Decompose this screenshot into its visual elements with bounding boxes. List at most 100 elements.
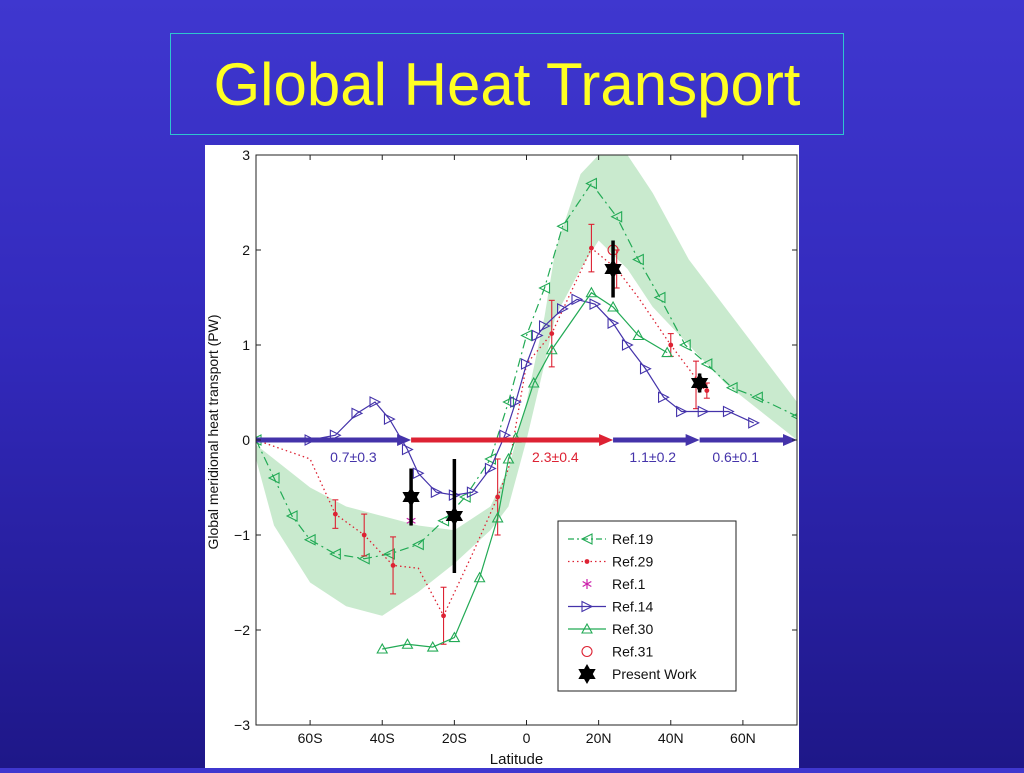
transport-arrow-head	[685, 434, 700, 446]
present-work-star	[402, 492, 420, 507]
legend-label-ref-29: Ref.29	[612, 554, 653, 570]
point-ref-14	[466, 486, 479, 499]
transport-label: 0.6±0.1	[712, 449, 759, 465]
x-axis-label: Latitude	[490, 751, 543, 768]
slide-title: Global Heat Transport	[213, 50, 801, 118]
y-tick-label: −1	[234, 527, 250, 543]
present-work-star	[445, 511, 464, 526]
transport-arrow-head	[783, 434, 797, 446]
uncertainty-band	[256, 155, 797, 616]
point-ref-14	[639, 362, 652, 375]
legend-label-ref-30: Ref.30	[612, 621, 653, 637]
point-ref-29	[495, 494, 501, 500]
point-ref-19	[285, 510, 298, 522]
point-ref-19	[678, 339, 691, 351]
present-work-star	[690, 378, 709, 393]
legend-marker-present-work	[578, 669, 596, 684]
point-ref-30	[632, 329, 645, 341]
point-ref-14	[748, 417, 760, 429]
transport-arrow-head	[397, 434, 412, 446]
legend-label-present-work: Present Work	[612, 666, 698, 682]
point-ref-14	[676, 405, 688, 418]
point-ref-14	[430, 486, 443, 499]
transport-arrows: 0.7±0.3 2.3±0.4 1.1±0.2 0.6±0.1	[256, 434, 797, 465]
legend-marker-ref-1-stroke	[582, 580, 592, 588]
heat-transport-chart: 0.7±0.3 2.3±0.4 1.1±0.2 0.6±0.1 60S 40S 20S 0 2…	[205, 147, 798, 768]
legend: Ref.19 Ref.29 Ref.1 Ref.14 Ref.30 Ref.31 Prese…	[557, 520, 737, 692]
point-ref-14	[510, 396, 522, 408]
point-ref-14	[484, 462, 497, 475]
y-tick-label: 1	[242, 337, 250, 353]
y-tick-label: −2	[234, 622, 250, 638]
point-ref-29	[332, 511, 338, 517]
x-tick-label: 60S	[298, 730, 323, 746]
point-ref-19	[556, 220, 569, 233]
point-ref-30	[491, 511, 504, 523]
legend-label-ref-31: Ref.31	[612, 644, 653, 660]
point-ref-19	[502, 396, 515, 408]
point-ref-30	[527, 376, 540, 388]
x-tick-label: 40S	[370, 730, 395, 746]
axes: 60S 40S 20S 0 20N 40N 60N 3 2 1 0 −1 −2 −3 Latitude Glo…	[205, 147, 797, 768]
point-ref-29	[704, 388, 710, 393]
legend-marker-ref-31	[581, 645, 593, 658]
point-ref-19	[725, 381, 738, 394]
y-tick-label: −3	[234, 717, 250, 733]
point-ref-14	[589, 298, 602, 311]
y-tick-label: 2	[242, 242, 250, 258]
point-ref-14	[658, 391, 670, 404]
point-ref-29	[549, 331, 555, 336]
legend-marker-ref-29	[584, 559, 590, 564]
x-tick-label: 0	[523, 730, 531, 746]
legend-marker-ref-1	[582, 579, 592, 589]
legend-label-ref-14: Ref.14	[612, 599, 653, 615]
point-ref-14	[722, 405, 735, 418]
point-ref-14	[571, 293, 584, 306]
band-layer	[256, 155, 797, 616]
point-ref-19	[303, 533, 316, 546]
point-ref-30	[545, 343, 558, 355]
point-ref-19	[520, 329, 533, 342]
point-ref-19	[700, 358, 713, 370]
point-ref-30	[585, 286, 598, 298]
point-ref-19	[383, 548, 395, 560]
point-ref-14	[621, 339, 634, 351]
legend-marker-ref-19	[580, 533, 593, 545]
point-ref-19	[538, 282, 551, 294]
point-ref-29	[361, 532, 367, 538]
x-tick-label: 20S	[442, 730, 467, 746]
x-tick-label: 20N	[586, 730, 612, 746]
point-ref-14	[520, 358, 533, 370]
transport-label: 0.7±0.3	[330, 449, 377, 465]
point-ref-30	[376, 642, 389, 654]
point-ref-30	[661, 346, 674, 358]
legend-label-ref-1: Ref.1	[612, 576, 646, 592]
point-ref-14	[401, 443, 414, 456]
legend-marker-ref-30	[581, 622, 593, 634]
point-ref-29	[589, 245, 594, 251]
point-ref-30	[426, 640, 439, 652]
point-ref-30	[502, 452, 515, 464]
transport-label: 2.3±0.4	[532, 449, 579, 465]
y-tick-label: 3	[242, 147, 250, 163]
transport-arrow-head	[599, 434, 614, 446]
point-ref-19	[458, 491, 471, 503]
point-ref-30	[401, 638, 414, 649]
point-ref-14	[538, 320, 551, 332]
chart-figure: 0.7±0.3 2.3±0.4 1.1±0.2 0.6±0.1 60S 40S 20S 0 2…	[205, 145, 799, 768]
transport-label: 1.1±0.2	[629, 449, 676, 465]
point-ref-19	[267, 472, 280, 484]
point-ref-30	[448, 631, 461, 643]
series-layer	[256, 177, 797, 654]
point-ref-19	[329, 548, 341, 560]
y-axis-label: Global meridional heat transport (PW)	[205, 315, 221, 550]
legend-label-ref-19: Ref.19	[612, 531, 653, 547]
point-ref-19	[585, 177, 597, 190]
x-tick-label: 40N	[658, 730, 684, 746]
point-ref-14	[412, 467, 425, 480]
y-tick-label: 0	[242, 432, 250, 448]
point-ref-30	[607, 300, 619, 312]
point-ref-14	[369, 396, 382, 408]
present-work-star	[604, 264, 622, 279]
legend-marker-ref-14	[581, 600, 594, 613]
